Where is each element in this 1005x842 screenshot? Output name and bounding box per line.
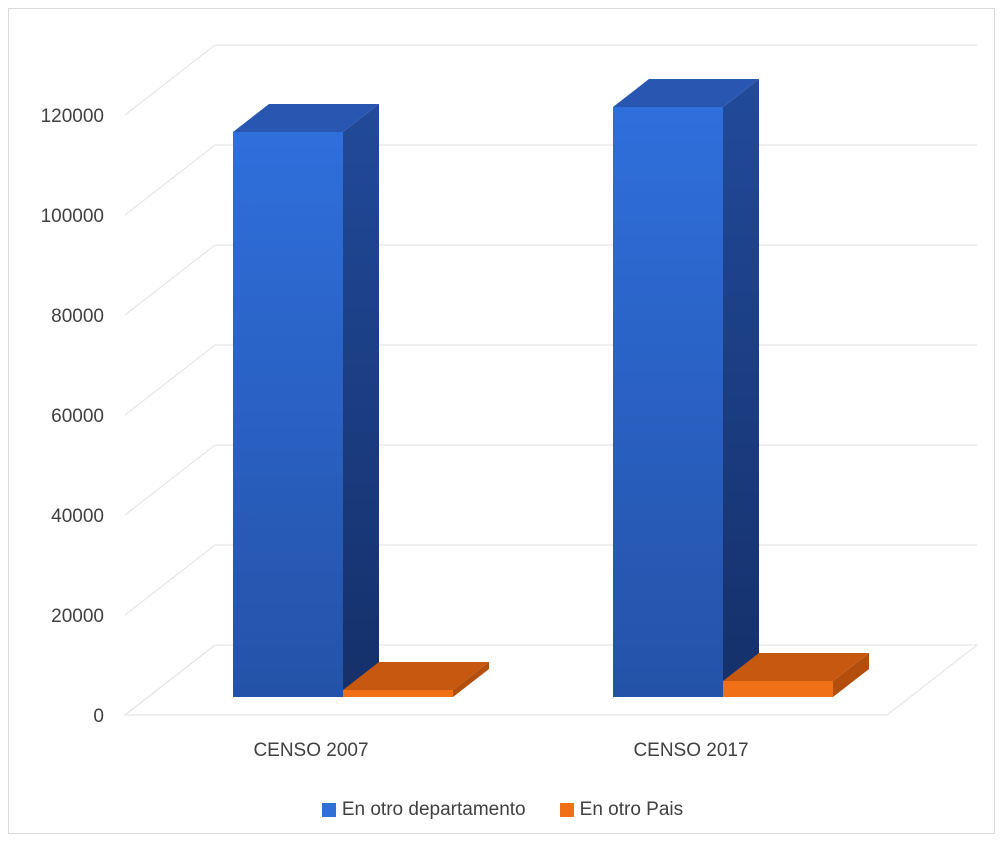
gridline-diagonal	[124, 344, 216, 416]
y-tick-label: 100000	[41, 206, 104, 227]
bar-top	[343, 662, 489, 690]
gridline-diagonal	[124, 144, 216, 216]
gridline-diagonal	[124, 244, 216, 316]
gridline-diagonal	[124, 644, 216, 716]
bar-side	[833, 653, 869, 697]
y-tick-label: 40000	[51, 506, 104, 527]
bar	[613, 79, 759, 697]
legend-item-series-1: En otro departamento	[321, 799, 526, 821]
bar-side	[343, 104, 379, 697]
y-tick-label: 20000	[51, 606, 104, 627]
bar	[343, 662, 489, 697]
y-tick-label: 120000	[41, 106, 104, 127]
legend-swatch-series-2	[559, 803, 574, 817]
bar-front	[613, 107, 723, 697]
x-category-label: CENSO 2017	[633, 740, 748, 761]
bar-top	[233, 104, 379, 132]
bar-side	[453, 662, 489, 697]
bar-front	[723, 681, 833, 697]
gridline-diagonal	[124, 544, 216, 616]
y-tick-label: 0	[93, 706, 104, 727]
bar-front	[233, 132, 343, 697]
legend: En otro departamento En otro Pais	[0, 796, 1005, 824]
bar	[233, 104, 379, 697]
bar-top	[723, 653, 869, 681]
bar-top	[613, 79, 759, 107]
x-category-label: CENSO 2007	[253, 740, 368, 761]
bars	[233, 79, 869, 697]
legend-label-series-1: En otro departamento	[341, 799, 526, 820]
gridline-diagonal	[124, 44, 216, 116]
gridline-diagonal	[124, 444, 216, 516]
axis-labels: 0 20000 40000 60000 80000 100000 120000 CENSO 2…	[41, 106, 749, 761]
bar-side	[723, 79, 759, 697]
legend-swatch-series-1	[321, 803, 336, 817]
bar-front	[343, 690, 453, 697]
legend-item-series-2: En otro Pais	[559, 799, 684, 821]
y-tick-label: 60000	[51, 406, 104, 427]
legend-label-series-2: En otro Pais	[579, 799, 684, 820]
bar	[723, 653, 869, 697]
y-tick-label: 80000	[51, 306, 104, 327]
